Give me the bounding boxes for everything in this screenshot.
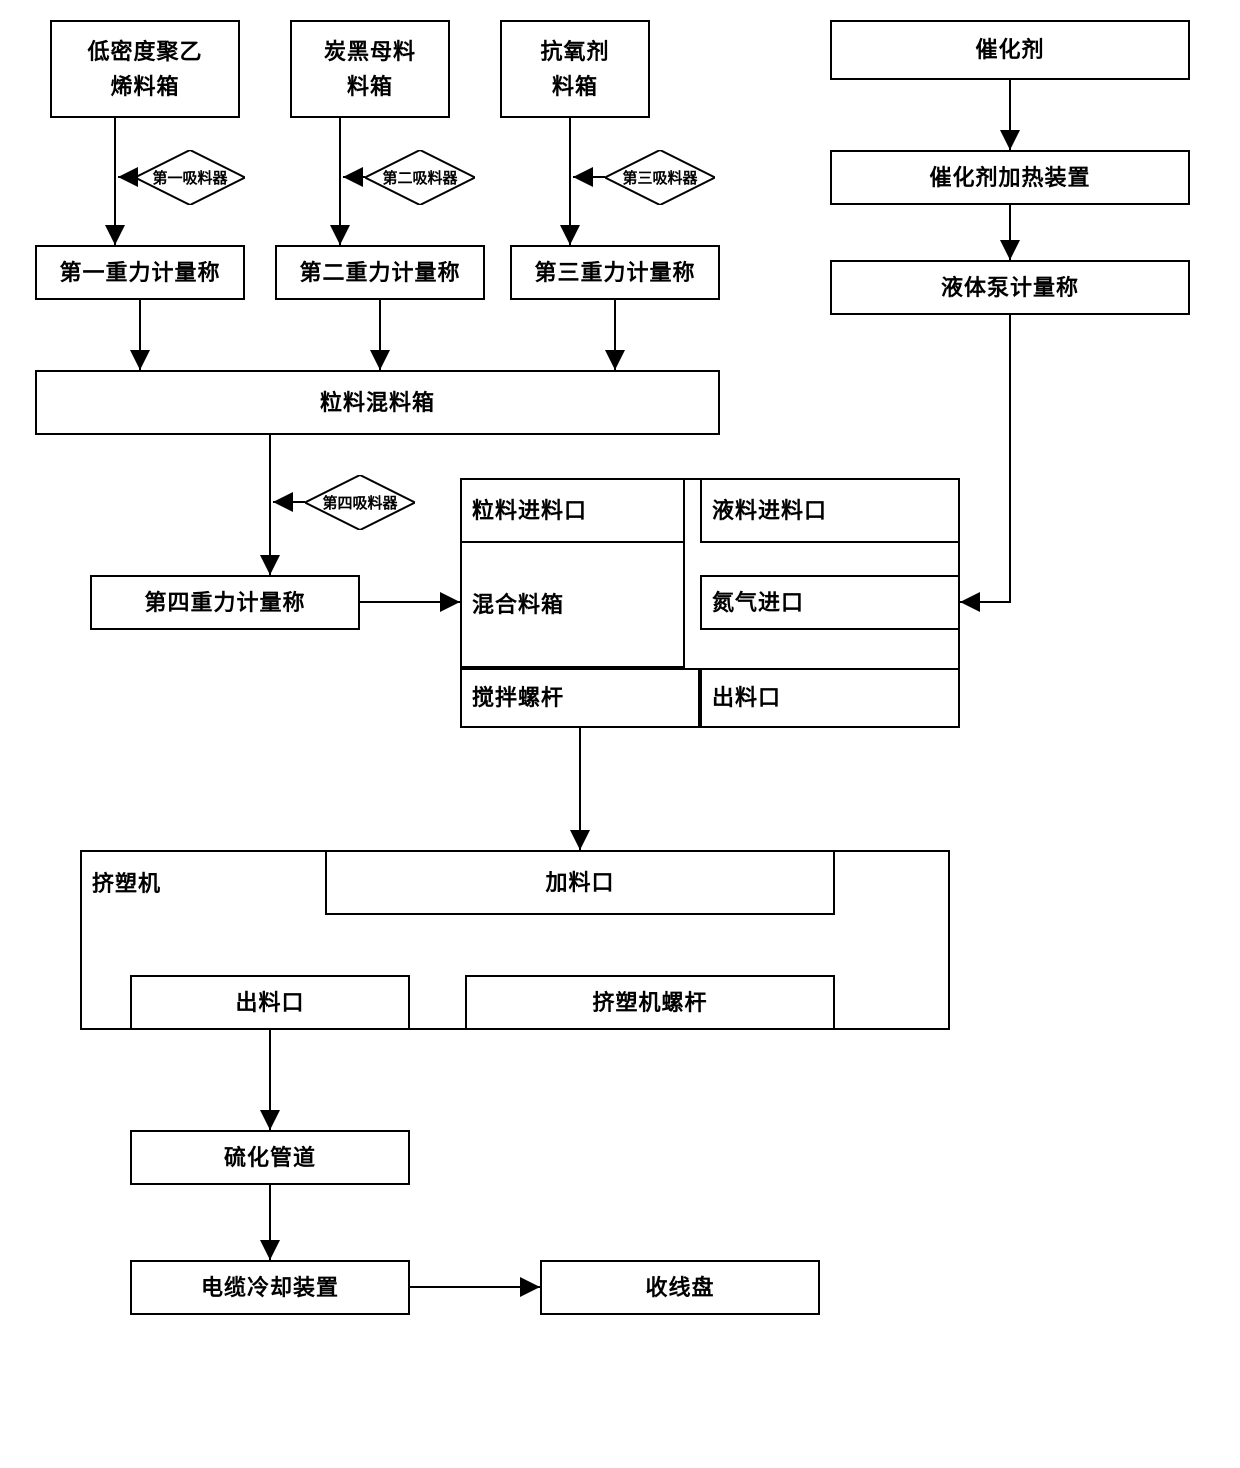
- catalyst-label: 催化剂: [975, 32, 1044, 67]
- mix-outlet-box: 出料口: [700, 668, 960, 728]
- takeup-reel-box: 收线盘: [540, 1260, 820, 1315]
- ext-outlet-label: 出料口: [235, 985, 304, 1020]
- sucker4-diamond: 第四吸料器: [305, 475, 415, 530]
- scale2-box: 第二重力计量称: [275, 245, 485, 300]
- ao-bin: 抗氧剂 料箱: [500, 20, 650, 118]
- ldpe-bin: 低密度聚乙 烯料箱: [50, 20, 240, 118]
- nitrogen-inlet-box: 氮气进口: [700, 575, 960, 630]
- ldpe-bin-label: 低密度聚乙 烯料箱: [87, 34, 202, 104]
- granule-inlet-box: 粒料进料口: [460, 478, 685, 543]
- scale1-box: 第一重力计量称: [35, 245, 245, 300]
- scale2-label: 第二重力计量称: [299, 255, 460, 290]
- feed-inlet-label: 加料口: [545, 865, 614, 900]
- sucker2-diamond: 第二吸料器: [365, 150, 475, 205]
- liquid-inlet-label: 液料进料口: [712, 493, 827, 528]
- mix-outlet-label: 出料口: [712, 680, 781, 715]
- vulc-pipe-box: 硫化管道: [130, 1130, 410, 1185]
- catalyst-heater-box: 催化剂加热装置: [830, 150, 1190, 205]
- sucker3-label: 第三吸料器: [622, 167, 697, 188]
- edge-layer: [0, 0, 1240, 1468]
- liquid-inlet-box: 液料进料口: [700, 478, 960, 543]
- liq-pump-scale-label: 液体泵计量称: [941, 270, 1079, 305]
- stir-screw-label: 搅拌螺杆: [472, 680, 564, 715]
- granule-mix-bin-label: 粒料混料箱: [320, 385, 435, 420]
- scale3-box: 第三重力计量称: [510, 245, 720, 300]
- cb-bin-label: 炭黑母料 料箱: [324, 34, 416, 104]
- granule-mix-bin-box: 粒料混料箱: [35, 370, 720, 435]
- nitrogen-inlet-label: 氮气进口: [712, 585, 804, 620]
- catalyst-box: 催化剂: [830, 20, 1190, 80]
- stir-screw-box: 搅拌螺杆: [460, 668, 700, 728]
- granule-inlet-label: 粒料进料口: [472, 493, 587, 528]
- sucker1-label: 第一吸料器: [152, 167, 227, 188]
- sucker4-label: 第四吸料器: [322, 492, 397, 513]
- extruder-label: 挤塑机: [92, 866, 161, 901]
- scale1-label: 第一重力计量称: [59, 255, 220, 290]
- ao-bin-label: 抗氧剂 料箱: [540, 34, 609, 104]
- liq-pump-scale-box: 液体泵计量称: [830, 260, 1190, 315]
- sucker2-label: 第二吸料器: [382, 167, 457, 188]
- extruder-box: 挤塑机: [80, 850, 325, 915]
- sucker1-diamond: 第一吸料器: [135, 150, 245, 205]
- mix-bin-box: 混合料箱: [460, 543, 685, 668]
- takeup-reel-label: 收线盘: [645, 1270, 714, 1305]
- cable-cooler-box: 电缆冷却装置: [130, 1260, 410, 1315]
- scale4-box: 第四重力计量称: [90, 575, 360, 630]
- mix-bin-label: 混合料箱: [472, 587, 564, 622]
- cb-bin: 炭黑母料 料箱: [290, 20, 450, 118]
- cable-cooler-label: 电缆冷却装置: [201, 1270, 339, 1305]
- ext-screw-label: 挤塑机螺杆: [592, 985, 707, 1020]
- catalyst-heater-label: 催化剂加热装置: [929, 160, 1090, 195]
- scale4-label: 第四重力计量称: [144, 585, 305, 620]
- sucker3-diamond: 第三吸料器: [605, 150, 715, 205]
- ext-screw-box: 挤塑机螺杆: [465, 975, 835, 1030]
- feed-inlet-box: 加料口: [325, 850, 835, 915]
- scale3-label: 第三重力计量称: [534, 255, 695, 290]
- vulc-pipe-label: 硫化管道: [224, 1140, 316, 1175]
- ext-outlet-box: 出料口: [130, 975, 410, 1030]
